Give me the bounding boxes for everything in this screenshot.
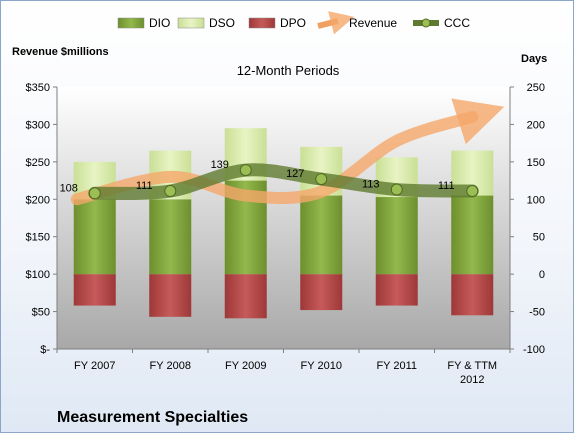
- left-tick-label: $350: [26, 82, 50, 94]
- legend-label: DPO: [280, 16, 306, 30]
- left-tick-label: $50: [32, 307, 50, 319]
- ccc-point: [164, 185, 177, 198]
- x-tick-label: FY & TTM: [447, 360, 497, 372]
- left-tick-label: $100: [26, 269, 50, 281]
- legend-label: Revenue: [349, 16, 397, 30]
- legend-label: CCC: [444, 16, 470, 30]
- bar-dio: [73, 199, 116, 275]
- right-tick-label: 100: [527, 194, 545, 206]
- right-tick-label: -50: [529, 307, 545, 319]
- ccc-data-label: 113: [362, 179, 380, 191]
- revenue-line: [70, 98, 505, 206]
- legend-swatch: [248, 17, 276, 29]
- legend-swatch: [317, 11, 355, 35]
- bar-dpo: [451, 274, 494, 316]
- ccc-line: [88, 163, 479, 200]
- bar-dio: [149, 199, 192, 275]
- ccc-data-label: 139: [211, 159, 229, 171]
- legend-marker: [421, 18, 431, 28]
- right-tick-label: 250: [527, 82, 545, 94]
- right-tick-label: 0: [539, 269, 545, 281]
- ccc-point: [88, 187, 101, 200]
- x-tick-label: FY 2010: [301, 360, 342, 372]
- left-tick-label: $300: [26, 119, 50, 131]
- x-tick-label: FY 2011: [376, 360, 417, 372]
- right-tick-label: 50: [533, 232, 545, 244]
- right-tick-label: -100: [523, 344, 545, 356]
- chart-title: 12-Month Periods: [237, 63, 340, 78]
- x-tick-label: 2012: [460, 374, 484, 386]
- bar-dpo: [149, 274, 192, 317]
- x-tick-label: FY 2009: [225, 360, 266, 372]
- right-tick-label: 200: [527, 119, 545, 131]
- left-tick-label: $150: [26, 232, 50, 244]
- legend-label: DIO: [149, 16, 170, 30]
- left-tick-label: $200: [26, 194, 50, 206]
- ccc-point: [466, 185, 479, 198]
- company-name: Measurement Specialties: [57, 409, 248, 426]
- ccc-data-label: 108: [60, 182, 78, 194]
- left-axis-title: Revenue $millions: [12, 46, 109, 58]
- bar-dpo: [224, 274, 267, 319]
- bar-dio: [451, 195, 494, 275]
- ccc-data-label: 111: [438, 180, 455, 192]
- legend-swatch: [177, 17, 205, 29]
- ccc-point: [239, 164, 252, 177]
- bar-dio: [375, 197, 418, 275]
- ccc-data-label: 127: [286, 168, 304, 180]
- x-tick-label: FY 2007: [74, 360, 115, 372]
- legend-swatch: [117, 17, 145, 29]
- bar-dio: [300, 195, 343, 275]
- ccc-point: [390, 183, 403, 196]
- legend-label: DSO: [209, 16, 235, 30]
- left-tick-label: $250: [26, 157, 50, 169]
- left-tick-label: $-: [40, 344, 50, 356]
- right-tick-label: 150: [527, 157, 545, 169]
- ccc-point: [315, 173, 328, 186]
- bar-dpo: [300, 274, 343, 311]
- ccc-data-label: 111: [136, 180, 153, 192]
- right-axis-title: Days: [521, 53, 548, 65]
- bar-dpo: [375, 274, 418, 306]
- x-tick-label: FY 2008: [150, 360, 191, 372]
- bar-dpo: [73, 274, 116, 306]
